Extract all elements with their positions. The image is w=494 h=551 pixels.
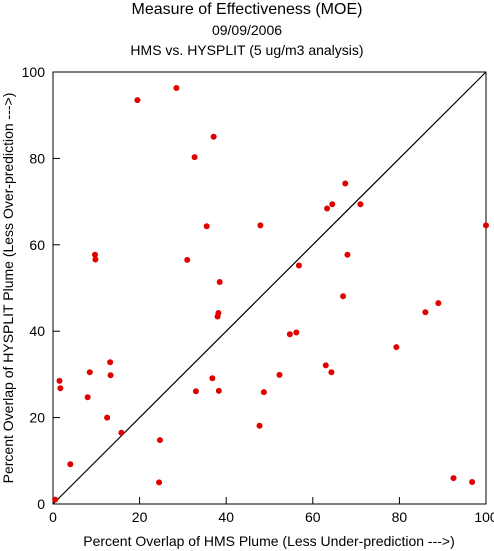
chart-date: 09/09/2006 (211, 22, 283, 38)
data-point (156, 479, 163, 486)
data-point (450, 475, 457, 482)
data-point (92, 256, 99, 263)
x-tick-label: 20 (132, 509, 148, 525)
y-tick-label: 40 (29, 323, 45, 339)
data-point (107, 359, 114, 366)
data-point (260, 389, 267, 396)
data-point (173, 84, 180, 91)
data-point (276, 371, 283, 378)
data-point (210, 133, 217, 140)
data-point (52, 496, 59, 503)
data-points (52, 84, 489, 503)
data-point (209, 375, 216, 382)
y-tick-label: 0 (37, 496, 45, 512)
data-point (67, 461, 74, 468)
data-point (393, 344, 400, 351)
data-point (257, 222, 264, 229)
y-tick-label: 20 (29, 410, 45, 426)
data-point (422, 309, 429, 316)
y-tick-label: 80 (29, 150, 45, 166)
data-point (357, 201, 364, 208)
data-point (84, 394, 91, 401)
data-point (216, 278, 223, 285)
data-point (215, 387, 222, 394)
data-point (118, 429, 125, 436)
data-point (104, 414, 111, 421)
data-point (256, 422, 263, 429)
data-point (92, 251, 99, 258)
data-point (324, 205, 331, 212)
data-point (286, 331, 293, 338)
data-point (342, 180, 349, 187)
data-point (56, 377, 63, 384)
y-tick-label: 100 (22, 64, 46, 80)
data-point (184, 256, 191, 263)
x-tick-label: 0 (49, 509, 57, 525)
data-point (344, 251, 351, 258)
chart-title: Measure of Effectiveness (MOE) (131, 1, 363, 18)
y-axis-ticks: 0 20 40 60 80 100 (22, 64, 60, 512)
x-tick-label: 60 (305, 509, 321, 525)
data-point (215, 310, 222, 317)
data-point (483, 222, 489, 229)
diagonal-reference-line (52, 71, 487, 505)
data-point (134, 97, 141, 104)
data-point (191, 154, 198, 161)
chart-subtitle: HMS vs. HYSPLIT (5 ug/m3 analysis) (130, 42, 364, 58)
x-tick-label: 40 (218, 509, 234, 525)
data-point (107, 372, 114, 379)
data-point (192, 388, 199, 395)
data-point (328, 369, 335, 376)
x-tick-label: 80 (392, 509, 408, 525)
data-point (469, 478, 476, 485)
data-point (295, 262, 302, 269)
x-axis-label: Percent Overlap of HMS Plume (Less Under… (83, 533, 455, 549)
data-point (322, 362, 329, 369)
y-tick-label: 60 (29, 237, 45, 253)
data-point (86, 369, 93, 376)
data-point (156, 437, 163, 444)
plot-area-frame (52, 71, 487, 505)
y-axis-label: Percent Overlap of HYSPLIT Plume (Less O… (0, 93, 16, 484)
data-point (293, 329, 300, 336)
data-point (329, 201, 336, 208)
data-point (203, 223, 210, 230)
x-axis-ticks: 0 20 40 60 80 100 (49, 497, 494, 525)
data-point (435, 300, 442, 307)
data-point (340, 293, 347, 300)
data-point (57, 385, 64, 392)
x-tick-label: 100 (474, 509, 494, 525)
